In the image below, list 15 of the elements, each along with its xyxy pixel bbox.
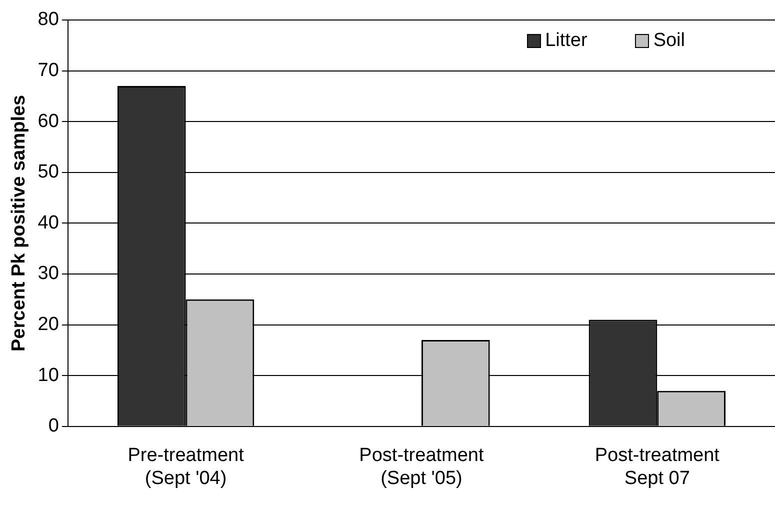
y-tick-label: 40 xyxy=(38,212,59,234)
y-tick-label: 10 xyxy=(38,364,59,386)
y-tick-label: 0 xyxy=(48,416,59,437)
y-tick-label: 60 xyxy=(38,110,59,132)
y-tick-label: 20 xyxy=(38,314,59,336)
y-tick-label: 80 xyxy=(38,9,59,30)
y-tick-label: 70 xyxy=(38,60,59,82)
legend-label: Soil xyxy=(653,30,685,52)
x-tick-label: Pre-treatment (Sept '04) xyxy=(128,445,245,489)
y-axis-title: Percent Pk positive samples xyxy=(8,94,30,352)
legend-label: Litter xyxy=(545,30,588,52)
x-tick-label: Post-treatment Sept 07 xyxy=(594,445,720,489)
y-tick-label: 30 xyxy=(38,263,59,284)
x-tick-label: Post-treatment (Sept '05) xyxy=(359,445,484,489)
y-tick-label: 50 xyxy=(38,162,59,183)
